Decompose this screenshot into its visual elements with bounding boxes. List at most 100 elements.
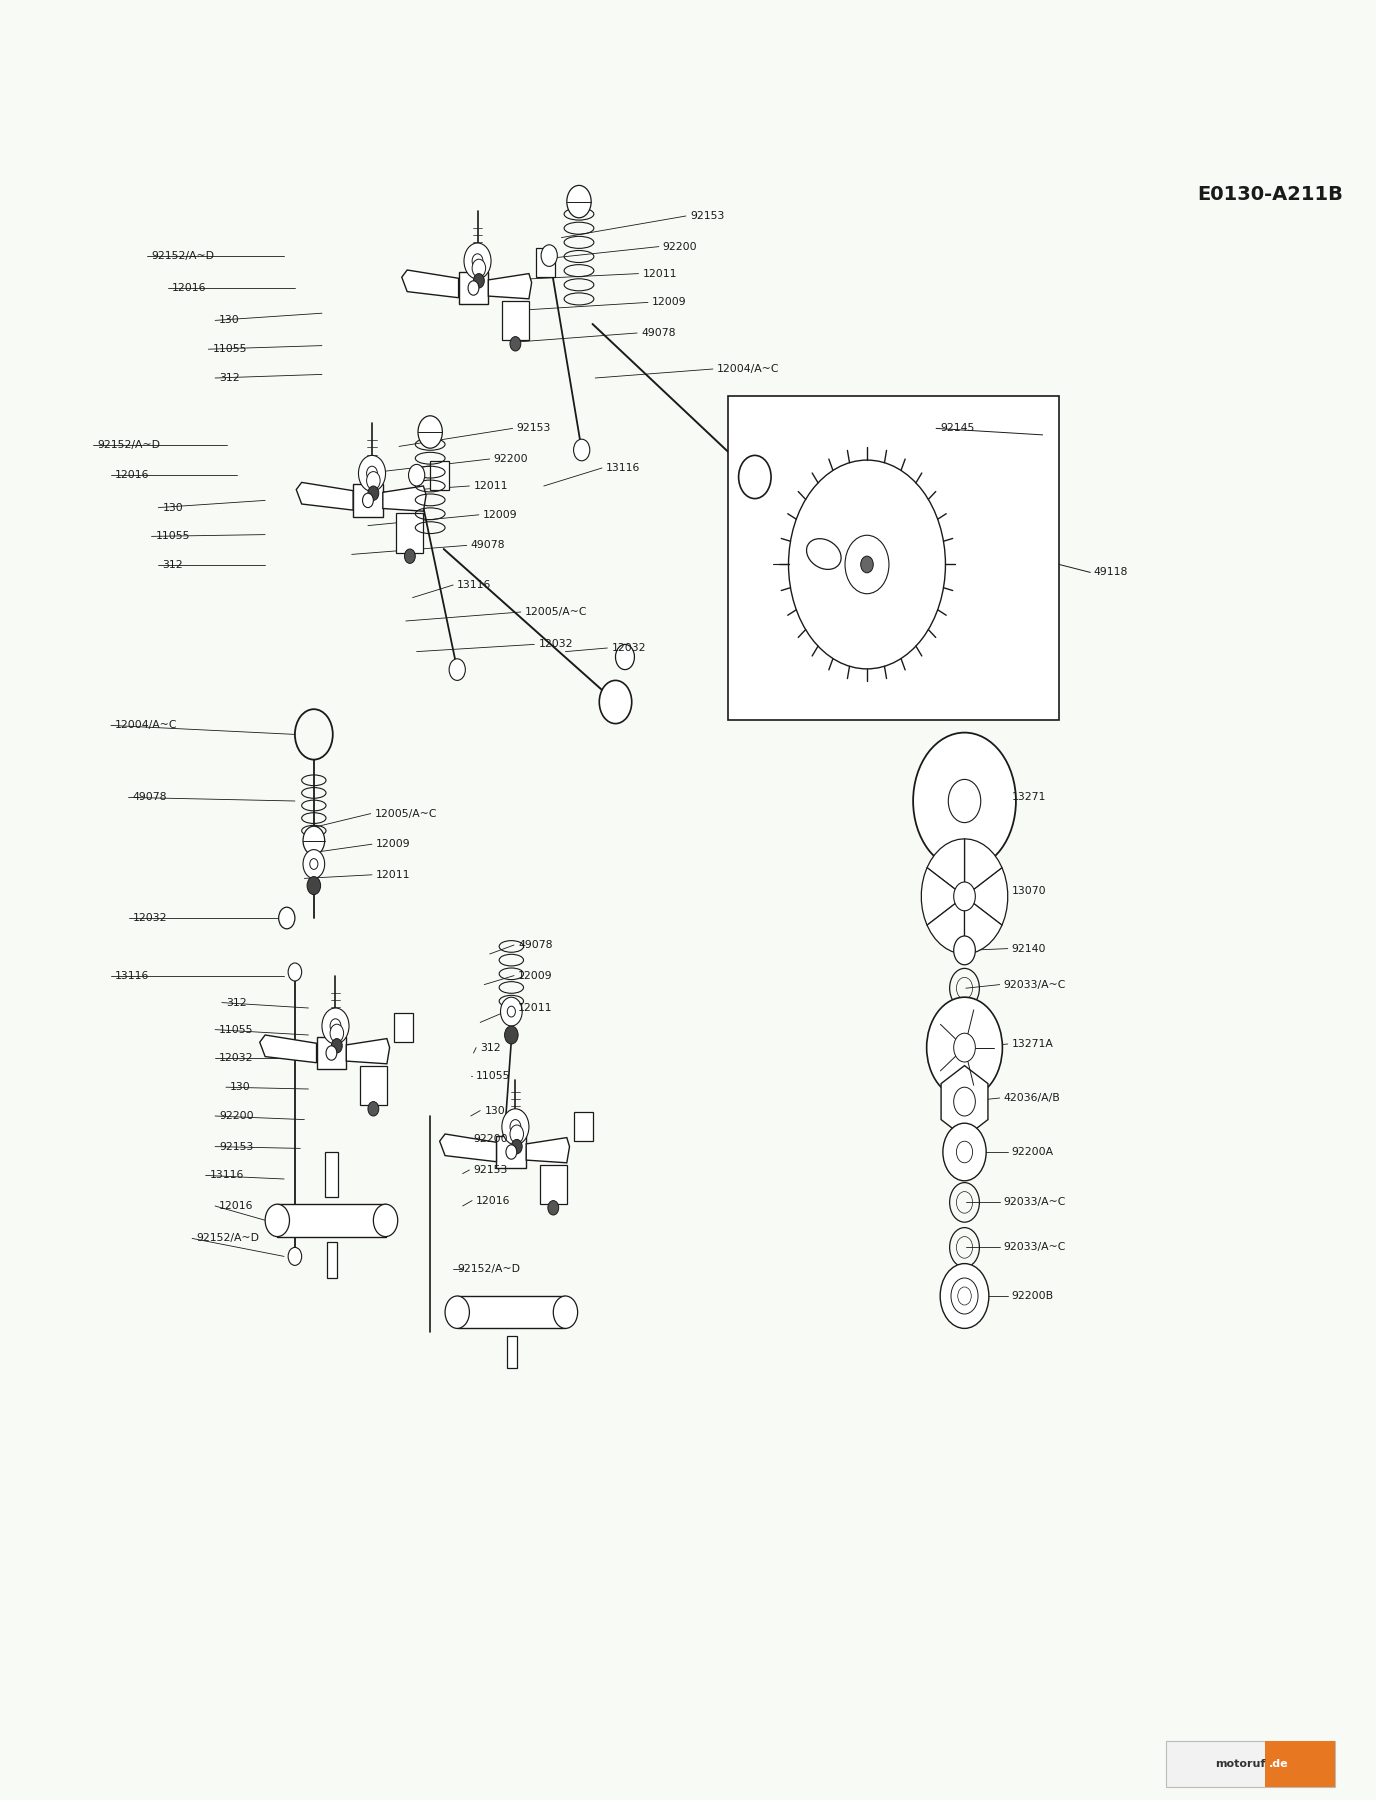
Circle shape	[449, 659, 465, 680]
Text: 12032: 12032	[219, 1053, 253, 1064]
Bar	[396, 513, 424, 553]
Bar	[539, 1165, 567, 1204]
Text: 11055: 11055	[212, 344, 246, 355]
Text: 92153: 92153	[473, 1165, 508, 1175]
Text: 12009: 12009	[519, 970, 553, 981]
Circle shape	[373, 1204, 398, 1237]
Circle shape	[861, 556, 874, 572]
Circle shape	[954, 936, 976, 965]
Bar	[502, 301, 528, 340]
Circle shape	[506, 1145, 517, 1159]
Circle shape	[444, 1296, 469, 1328]
Text: 49078: 49078	[132, 792, 166, 803]
Text: 130: 130	[162, 502, 183, 513]
Circle shape	[266, 1204, 289, 1237]
Text: 312: 312	[226, 997, 246, 1008]
Text: 12005/A~C: 12005/A~C	[374, 808, 438, 819]
Circle shape	[940, 1264, 989, 1328]
Bar	[508, 1336, 517, 1368]
Bar	[329, 1012, 341, 1021]
Polygon shape	[965, 839, 1002, 896]
Circle shape	[366, 472, 380, 490]
Circle shape	[505, 1026, 519, 1044]
Polygon shape	[260, 1035, 316, 1062]
Text: 13116: 13116	[457, 580, 491, 590]
Circle shape	[288, 963, 301, 981]
Text: 92153: 92153	[517, 423, 552, 434]
Text: 92153: 92153	[689, 211, 724, 221]
Bar	[535, 248, 555, 277]
Circle shape	[310, 859, 318, 869]
Circle shape	[788, 461, 945, 670]
Circle shape	[845, 535, 889, 594]
Text: 92033/A~C: 92033/A~C	[1003, 1197, 1066, 1208]
Text: 42036/A/B: 42036/A/B	[1003, 1093, 1061, 1103]
Text: 92033/A~C: 92033/A~C	[1003, 1242, 1066, 1253]
Polygon shape	[922, 868, 965, 925]
Text: 92200B: 92200B	[1011, 1291, 1054, 1301]
Circle shape	[367, 486, 378, 500]
Text: 130: 130	[219, 315, 239, 326]
Text: 12016: 12016	[172, 283, 206, 293]
Text: 12004/A~C: 12004/A~C	[116, 720, 178, 731]
Circle shape	[567, 185, 592, 218]
Bar	[1165, 1741, 1335, 1787]
Text: 312: 312	[162, 560, 183, 571]
Text: 49078: 49078	[519, 940, 553, 950]
Circle shape	[418, 416, 442, 448]
Text: 130: 130	[484, 1105, 505, 1116]
Text: .de: .de	[1269, 1759, 1288, 1769]
Text: 11055: 11055	[219, 1024, 253, 1035]
Text: E0130-A211B: E0130-A211B	[1197, 185, 1343, 203]
Text: 13070: 13070	[1011, 886, 1047, 896]
Text: 12016: 12016	[219, 1201, 253, 1211]
Text: 12005/A~C: 12005/A~C	[524, 607, 588, 617]
Circle shape	[600, 680, 632, 724]
Bar	[1265, 1741, 1335, 1787]
Bar	[574, 1112, 593, 1141]
Text: 92152/A~D: 92152/A~D	[98, 439, 161, 450]
Text: 92200: 92200	[473, 1134, 508, 1145]
Circle shape	[948, 779, 981, 823]
Text: 12011: 12011	[643, 268, 677, 279]
Circle shape	[303, 850, 325, 878]
Circle shape	[468, 281, 479, 295]
Circle shape	[307, 877, 321, 895]
Text: 12032: 12032	[132, 913, 166, 923]
Text: 49078: 49078	[641, 328, 676, 338]
Circle shape	[926, 997, 1002, 1098]
Polygon shape	[347, 1039, 389, 1064]
Circle shape	[473, 274, 484, 288]
Circle shape	[322, 1008, 350, 1044]
Text: 12011: 12011	[376, 869, 410, 880]
Circle shape	[954, 1087, 976, 1116]
Circle shape	[288, 1247, 301, 1265]
Circle shape	[464, 243, 491, 279]
Circle shape	[502, 1109, 528, 1145]
Circle shape	[409, 464, 425, 486]
Text: 12004/A~C: 12004/A~C	[717, 364, 779, 374]
Polygon shape	[296, 482, 354, 509]
Bar	[361, 1066, 387, 1105]
Polygon shape	[965, 868, 1007, 925]
Circle shape	[615, 644, 634, 670]
Bar	[366, 459, 378, 468]
Circle shape	[541, 245, 557, 266]
Text: 130: 130	[230, 1082, 250, 1093]
Bar	[327, 1242, 337, 1278]
Polygon shape	[965, 896, 1002, 954]
Text: 49078: 49078	[471, 540, 505, 551]
Text: 92200: 92200	[663, 241, 698, 252]
Text: 12011: 12011	[473, 481, 508, 491]
Text: 92033/A~C: 92033/A~C	[1003, 979, 1066, 990]
Circle shape	[362, 493, 373, 508]
Circle shape	[330, 1019, 341, 1033]
Text: 13116: 13116	[605, 463, 640, 473]
Text: 12009: 12009	[483, 509, 517, 520]
Text: 13116: 13116	[116, 970, 150, 981]
Ellipse shape	[806, 538, 841, 569]
Text: 92145: 92145	[940, 423, 974, 434]
Text: 12016: 12016	[476, 1195, 510, 1206]
Bar	[278, 1204, 385, 1237]
Circle shape	[508, 1006, 516, 1017]
